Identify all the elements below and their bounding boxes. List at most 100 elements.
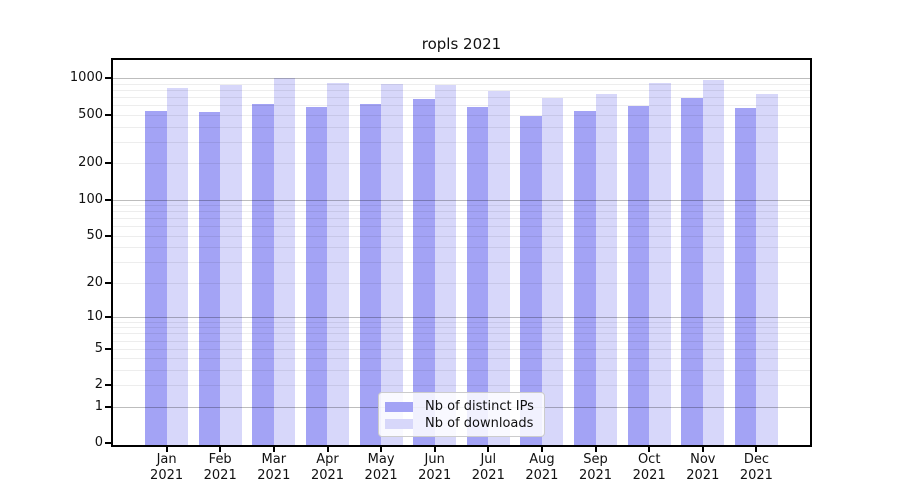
x-tick-mark-sep [594,447,597,452]
y-tick-mark-1 [105,405,111,408]
y-tick-mark-500 [105,113,111,116]
grid-layer [113,60,810,445]
x-tick-year: 2021 [686,468,720,483]
x-tick-mark-apr [326,447,329,452]
y-tick-label-1000: 1000 [69,70,103,86]
bar-downloads-oct [649,82,671,445]
x-tick-mark-nov [701,447,704,452]
x-tick-month: Dec [743,452,769,467]
x-tick-month: Aug [529,452,555,467]
gridline-minor-7 [113,333,810,335]
gridline-minor-400 [113,126,810,128]
y-tick-label-1: 1 [94,398,103,414]
x-tick-label-dec: Dec 2021 [726,452,786,484]
y-tick-mark-50 [105,234,111,237]
x-tick-label-apr: Apr 2021 [298,452,358,484]
legend: Nb of distinct IPs Nb of downloads [378,392,545,437]
x-tick-label-oct: Oct 2021 [619,452,679,484]
bar-distinct-ips-nov [681,98,703,445]
x-tick-year: 2021 [364,468,398,483]
x-tick-label-jan: Jan 2021 [137,452,197,484]
gridline-minor-90 [113,205,810,206]
legend-label-distinct-ips: Nb of distinct IPs [425,399,534,414]
x-tick-mark-jul [487,447,490,452]
y-tick-label-10: 10 [86,308,103,324]
bar-distinct-ips-aug [520,116,542,445]
bar-distinct-ips-dec [734,108,757,445]
y-tick-label-50: 50 [86,227,103,243]
bar-distinct-ips-sep [574,110,596,445]
x-tick-month: Oct [637,452,661,467]
x-tick-year: 2021 [525,468,559,483]
y-tick-mark-200 [105,162,111,165]
bar-downloads-sep [595,94,617,445]
x-tick-year: 2021 [471,468,505,483]
gridline-minor-200 [113,163,810,165]
gridline-minor-50 [113,235,810,237]
gridline-major-1000 [113,78,810,80]
gridline-minor-60 [113,226,810,228]
chart-title: ropls 2021 [421,35,502,53]
gridline-minor-20 [113,282,810,284]
bar-downloads-aug [541,98,564,445]
x-tick-label-feb: Feb 2021 [190,452,250,484]
gridline-minor-3 [113,370,810,372]
y-tick-mark-20 [105,281,111,284]
bar-downloads-nov [702,80,725,445]
x-tick-year: 2021 [150,468,184,483]
gridline-minor-300 [113,141,810,143]
bar-distinct-ips-mar [252,103,274,445]
x-tick-mark-mar [272,447,275,452]
x-tick-label-mar: Mar 2021 [244,452,304,484]
x-tick-year: 2021 [257,468,291,483]
x-tick-mark-aug [540,447,543,452]
bar-distinct-ips-jan [145,110,167,445]
bar-downloads-dec [756,94,778,445]
bar-downloads-jun [434,85,457,445]
bar-distinct-ips-jun [413,99,435,445]
gridline-minor-8 [113,327,810,329]
x-tick-month: Jul [480,452,497,467]
bar-distinct-ips-may [359,103,382,445]
bar-downloads-jul [488,90,510,445]
x-tick-year: 2021 [418,468,452,483]
x-tick-month: Jan [156,452,177,467]
gridline-minor-900 [113,83,810,85]
gridline-minor-500 [113,114,810,116]
gridline-major-10 [113,316,810,318]
legend-label-downloads: Nb of downloads [425,416,534,431]
legend-swatch-downloads [385,419,413,429]
y-tick-mark-10 [105,315,111,318]
y-tick-mark-0 [105,442,111,445]
x-tick-month: Mar [261,452,287,467]
legend-swatch-distinct-ips [385,402,413,412]
y-tick-label-20: 20 [86,274,103,290]
gridline-minor-30 [113,261,810,263]
x-tick-mark-dec [755,447,758,452]
y-tick-label-5: 5 [94,340,103,356]
gridline-minor-5 [113,348,810,350]
gridline-minor-700 [113,97,810,99]
gridline-minor-9 [113,321,810,323]
x-tick-year: 2021 [578,468,613,483]
y-tick-label-500: 500 [78,106,103,122]
x-tick-label-jul: Jul 2021 [458,452,518,484]
x-tick-month: Jun [424,452,445,467]
x-tick-mark-feb [219,447,222,452]
bar-distinct-ips-apr [306,107,328,445]
gridline-minor-4 [113,358,810,360]
gridline-minor-80 [113,211,810,213]
bar-distinct-ips-feb [198,111,221,445]
plot-area [111,58,812,447]
gridline-minor-6 [113,340,810,342]
legend-item-distinct-ips: Nb of distinct IPs [385,399,536,415]
legend-item-downloads: Nb of downloads [385,416,536,432]
gridline-minor-800 [113,90,810,92]
y-tick-mark-1000 [105,77,111,80]
bar-downloads-jan [166,88,189,445]
y-tick-mark-100 [105,198,111,201]
bar-downloads-may [381,83,403,445]
x-tick-label-aug: Aug 2021 [512,452,572,484]
gridline-minor-70 [113,218,810,220]
